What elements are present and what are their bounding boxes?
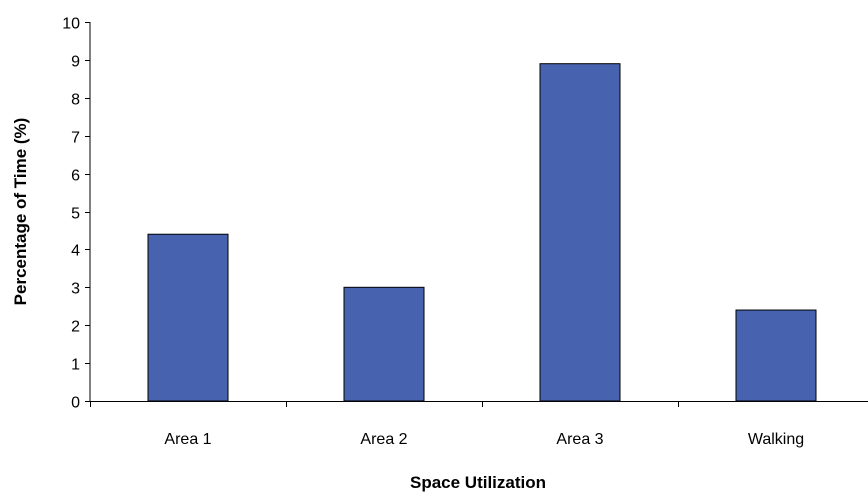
bar-area-2: [343, 286, 425, 402]
x-tick-label: Area 1: [164, 431, 211, 448]
y-tick-label: 5: [71, 206, 80, 223]
x-axis-title: Space Utilization: [410, 473, 546, 492]
bar-area-3: [539, 63, 621, 402]
x-tick-label: Area 2: [360, 431, 407, 448]
y-tick-label: 2: [71, 319, 80, 336]
x-tick-label: Area 3: [556, 431, 603, 448]
y-tick-label: 3: [71, 281, 80, 298]
y-tick-label: 9: [71, 54, 80, 71]
y-axis: 0 1 2 3 4 5 6 7 8 9 10: [62, 16, 91, 412]
y-tick-label: 10: [62, 16, 80, 33]
bar-walking: [735, 309, 817, 402]
bars: [147, 63, 817, 402]
y-tick-label: 8: [71, 92, 80, 109]
y-tick-label: 6: [71, 168, 80, 185]
x-tick-label: Walking: [748, 431, 804, 448]
y-tick-label: 0: [71, 395, 80, 412]
bar-area-1: [147, 233, 229, 402]
x-axis: Area 1 Area 2 Area 3 Walking: [90, 401, 868, 448]
y-tick-label: 1: [71, 357, 80, 374]
y-tick-label: 7: [71, 130, 80, 147]
y-axis-title: Percentage of Time (%): [11, 118, 30, 306]
y-tick-label: 4: [71, 243, 80, 260]
